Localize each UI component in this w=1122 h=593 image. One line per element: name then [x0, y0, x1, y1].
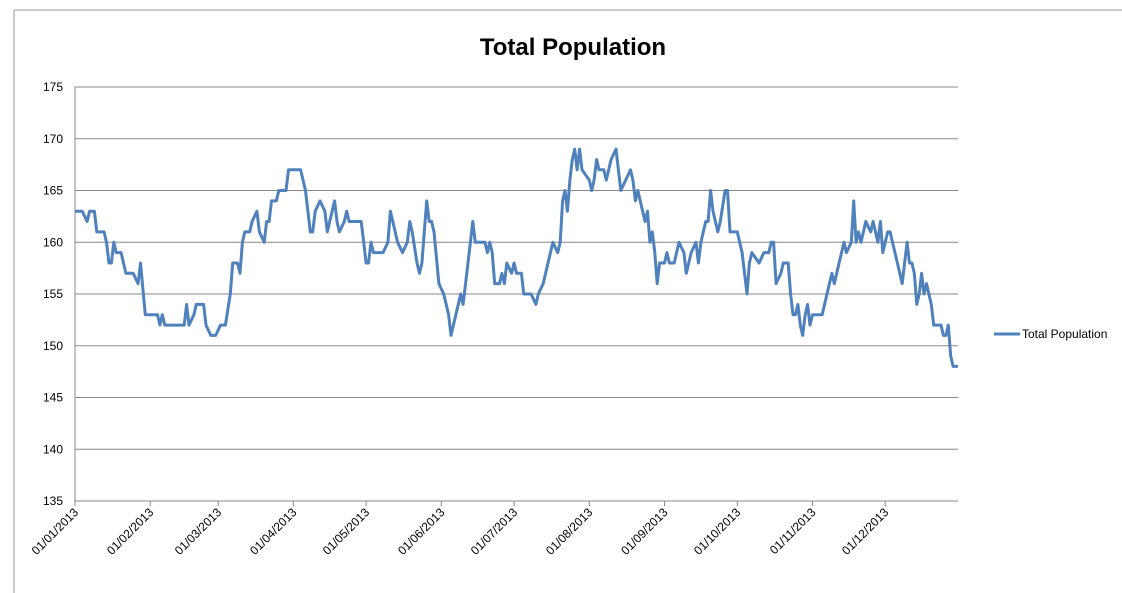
y-tick-label: 165 — [43, 184, 63, 198]
y-tick-label: 150 — [43, 339, 63, 353]
y-tick-label: 135 — [43, 494, 63, 508]
y-tick-label: 175 — [43, 80, 63, 94]
y-tick-label: 155 — [43, 287, 63, 301]
y-tick-label: 170 — [43, 132, 63, 146]
y-tick-label: 140 — [43, 442, 63, 456]
chart-title: Total Population — [480, 34, 666, 61]
y-tick-label: 160 — [43, 235, 63, 249]
legend-label: Total Population — [1022, 327, 1107, 341]
y-tick-label: 145 — [43, 391, 63, 405]
line — [75, 147, 958, 368]
